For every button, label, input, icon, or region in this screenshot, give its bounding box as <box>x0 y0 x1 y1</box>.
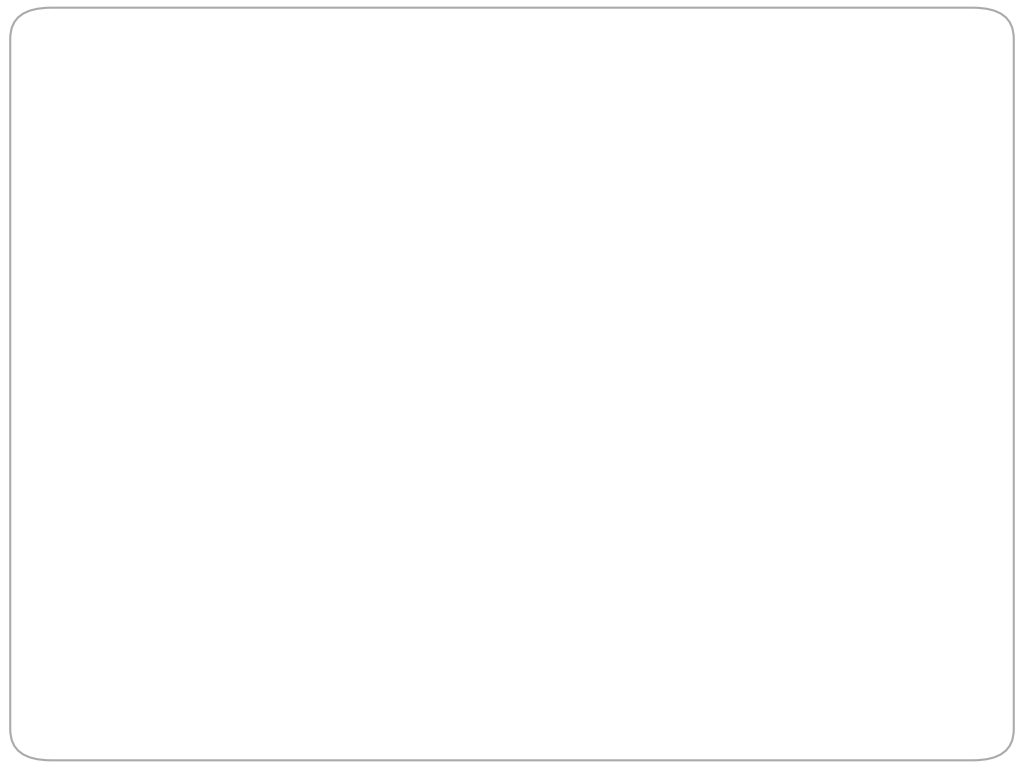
Text: Syntax of Single Inheritance: Syntax of Single Inheritance <box>51 38 849 88</box>
Text: };: }; <box>61 346 91 376</box>
Text: class base_classname {: class base_classname { <box>61 161 425 193</box>
Text: methods;: methods; <box>61 584 205 614</box>
Text: class derived_classname : visibility_mode base_classname: class derived_classname : visibility_mod… <box>61 406 959 439</box>
Text: properties;: properties; <box>61 223 242 253</box>
Text: {: { <box>61 461 100 492</box>
Text: };: }; <box>61 645 91 676</box>
Text: methods;: methods; <box>61 284 214 315</box>
Text: properties;: properties; <box>61 522 232 553</box>
